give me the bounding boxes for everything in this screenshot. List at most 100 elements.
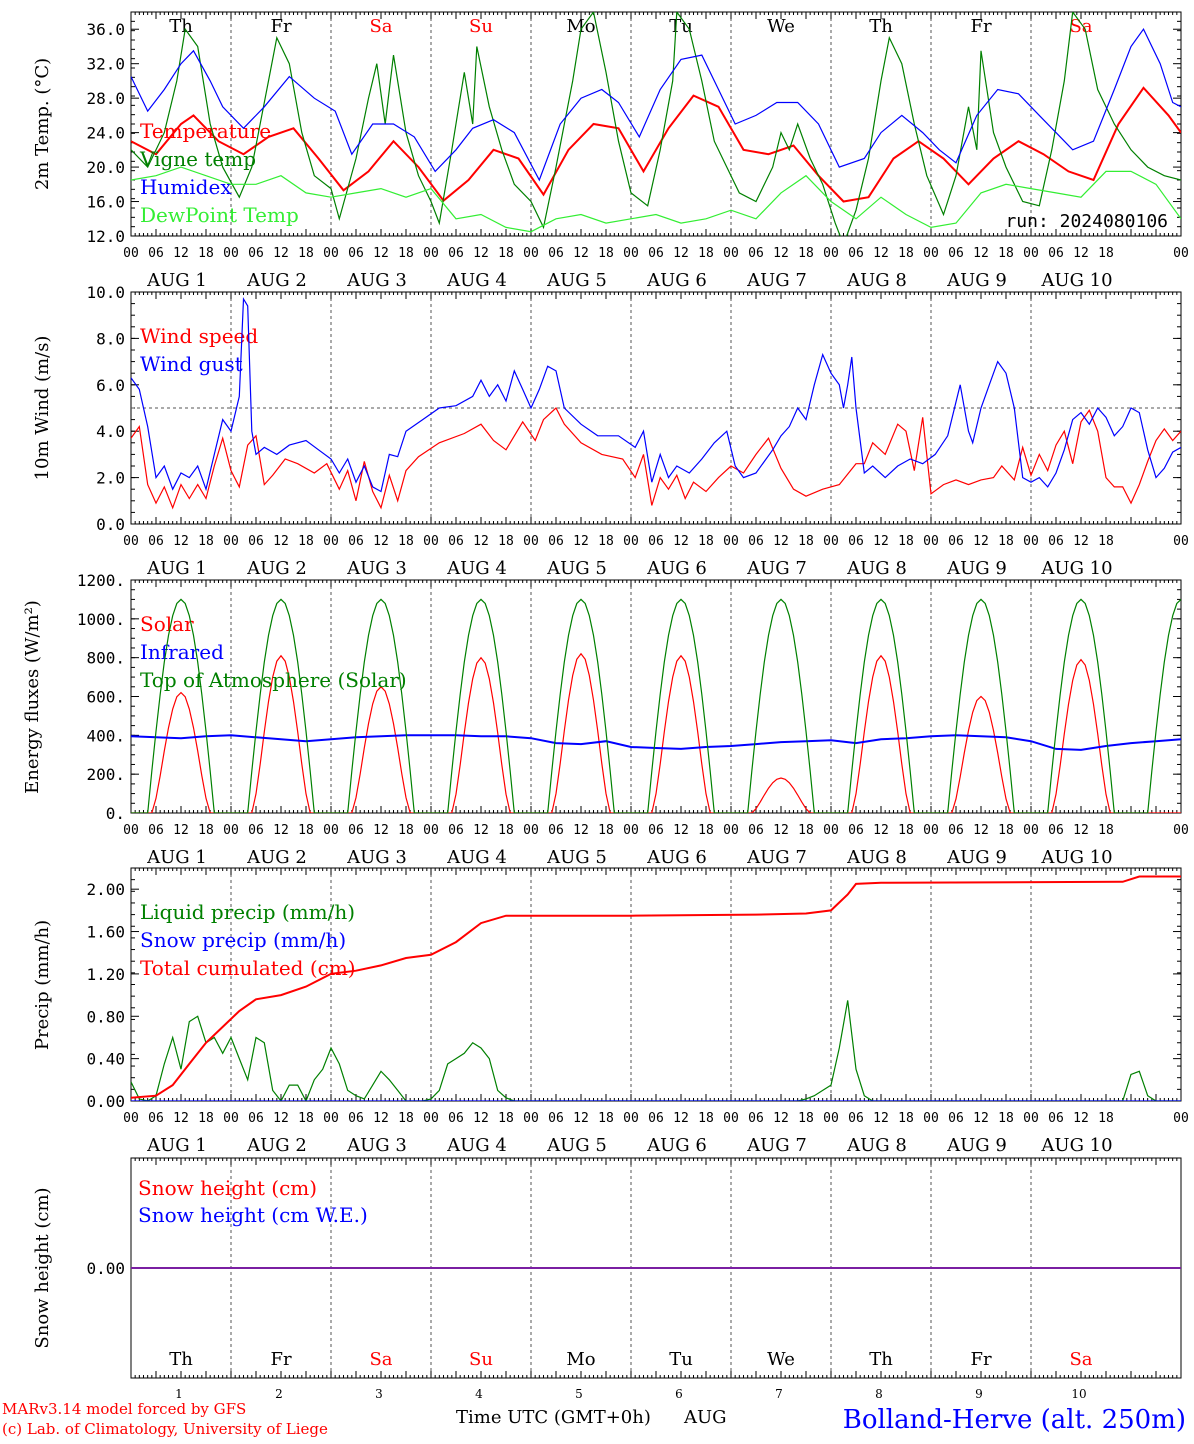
date-label: AUG 4: [446, 1135, 507, 1156]
hour-tick-label: 12: [473, 1111, 489, 1126]
hour-tick-label: 06: [748, 246, 764, 261]
day-name-label: Mo: [566, 16, 595, 37]
hour-tick-label: 12: [673, 823, 689, 838]
legend-entry: Liquid precip (mm/h): [140, 900, 355, 924]
hour-tick-label: 00: [1023, 1111, 1039, 1126]
hour-tick-label: 00: [223, 246, 239, 261]
hour-tick-label: 18: [598, 823, 614, 838]
hour-tick-label: 00: [523, 246, 539, 261]
hour-tick-label: 12: [273, 534, 289, 549]
y-tick-label: 600.: [86, 688, 125, 707]
date-label: AUG 1: [146, 558, 207, 579]
time-axis-label: Time UTC (GMT+0h): [456, 1407, 651, 1428]
y-tick-label: 200.: [86, 765, 125, 784]
hour-tick-label: 00: [623, 534, 639, 549]
date-label: AUG 1: [146, 270, 207, 291]
hour-tick-label: 06: [848, 1111, 864, 1126]
hour-tick-label: 12: [1073, 246, 1089, 261]
date-label: AUG 6: [646, 558, 707, 579]
series-line-energy-2: [131, 598, 1181, 813]
day-name-label: Sa: [1069, 16, 1092, 37]
hour-tick-label: 18: [1098, 1111, 1114, 1126]
y-axis-label: Energy fluxes (W/m²): [22, 600, 43, 794]
hour-tick-label: 18: [1098, 534, 1114, 549]
hour-tick-label: 00: [323, 246, 339, 261]
hour-tick-label: 18: [598, 246, 614, 261]
hour-tick-label: 00: [423, 823, 439, 838]
day-number-label: 9: [975, 1387, 983, 1401]
hour-tick-label: 06: [748, 534, 764, 549]
legend-entry: Total cumulated (cm): [140, 956, 356, 980]
date-label: AUG 8: [846, 270, 907, 291]
hour-tick-label: 06: [148, 534, 164, 549]
hour-tick-label: 18: [398, 246, 414, 261]
day-number-label: 1: [175, 1387, 183, 1401]
day-number-label: 2: [275, 1387, 283, 1401]
day-name-label: We: [767, 16, 795, 37]
y-tick-label: 1.60: [86, 923, 125, 942]
y-tick-label: 0.80: [86, 1007, 125, 1026]
y-axis-label: Precip (mm/h): [32, 920, 53, 1050]
hour-tick-label: 06: [248, 534, 264, 549]
date-label: AUG 7: [746, 270, 807, 291]
hour-tick-label: 00: [723, 534, 739, 549]
hour-tick-label: 00: [323, 1111, 339, 1126]
hour-tick-label: 00: [823, 534, 839, 549]
hour-tick-label: 06: [748, 823, 764, 838]
y-tick-label: 1000.: [77, 610, 125, 629]
hour-tick-label: 06: [648, 1111, 664, 1126]
y-tick-label: 8.0: [96, 329, 125, 348]
hour-tick-label: 18: [698, 823, 714, 838]
hour-tick-label: 06: [1048, 246, 1064, 261]
hour-tick-label: 18: [598, 1111, 614, 1126]
hour-tick-label: 00: [523, 534, 539, 549]
hour-tick-label: 18: [998, 1111, 1014, 1126]
hour-tick-label: 18: [798, 534, 814, 549]
hour-tick-label: 12: [473, 823, 489, 838]
hour-tick-label: 06: [548, 823, 564, 838]
series-line-energy-0: [131, 652, 1181, 813]
hour-tick-label: 00: [123, 246, 139, 261]
date-label: AUG 10: [1040, 270, 1112, 291]
y-tick-label: 1200.: [77, 571, 125, 590]
lab-credit: (c) Lab. of Climatology, University of L…: [2, 1420, 328, 1438]
day-name-label: Tu: [669, 16, 693, 37]
hour-tick-label: 00: [223, 534, 239, 549]
hour-tick-label: 06: [148, 1111, 164, 1126]
y-tick-label: 10.0: [86, 283, 125, 302]
date-label: AUG 8: [846, 847, 907, 868]
hour-tick-label: 18: [798, 823, 814, 838]
day-name-label: Su: [469, 16, 493, 37]
date-label: AUG 5: [546, 1135, 607, 1156]
hour-tick-label: 12: [873, 534, 889, 549]
hour-tick-label: 00: [923, 823, 939, 838]
hour-tick-label: 18: [998, 534, 1014, 549]
y-tick-label: 36.0: [86, 20, 125, 39]
y-tick-label: 0.: [106, 804, 125, 823]
hour-tick-label: 00: [123, 823, 139, 838]
y-tick-label: 2.00: [86, 880, 125, 899]
hour-tick-label: 12: [873, 823, 889, 838]
day-name-label: Fr: [270, 1349, 291, 1370]
hour-tick-label: 18: [198, 823, 214, 838]
hour-tick-label: 18: [498, 534, 514, 549]
day-number-label: 6: [675, 1387, 683, 1401]
hour-tick-label: 12: [573, 246, 589, 261]
hour-tick-label: 06: [448, 246, 464, 261]
y-tick-label: 400.: [86, 726, 125, 745]
hour-tick-label: 00: [223, 823, 239, 838]
hour-tick-label: 06: [548, 1111, 564, 1126]
date-label: AUG 3: [346, 1135, 407, 1156]
hour-tick-label: 06: [448, 823, 464, 838]
day-name-label: Sa: [369, 16, 392, 37]
date-label: AUG 2: [246, 847, 307, 868]
day-number-label: 5: [575, 1387, 583, 1401]
hour-tick-label: 00: [723, 1111, 739, 1126]
y-tick-label: 1.20: [86, 965, 125, 984]
date-label: AUG 3: [346, 270, 407, 291]
hour-tick-label: 12: [1073, 1111, 1089, 1126]
date-label: AUG 1: [146, 847, 207, 868]
hour-tick-label: 00: [423, 534, 439, 549]
hour-tick-label: 00: [923, 1111, 939, 1126]
date-label: AUG 6: [646, 847, 707, 868]
